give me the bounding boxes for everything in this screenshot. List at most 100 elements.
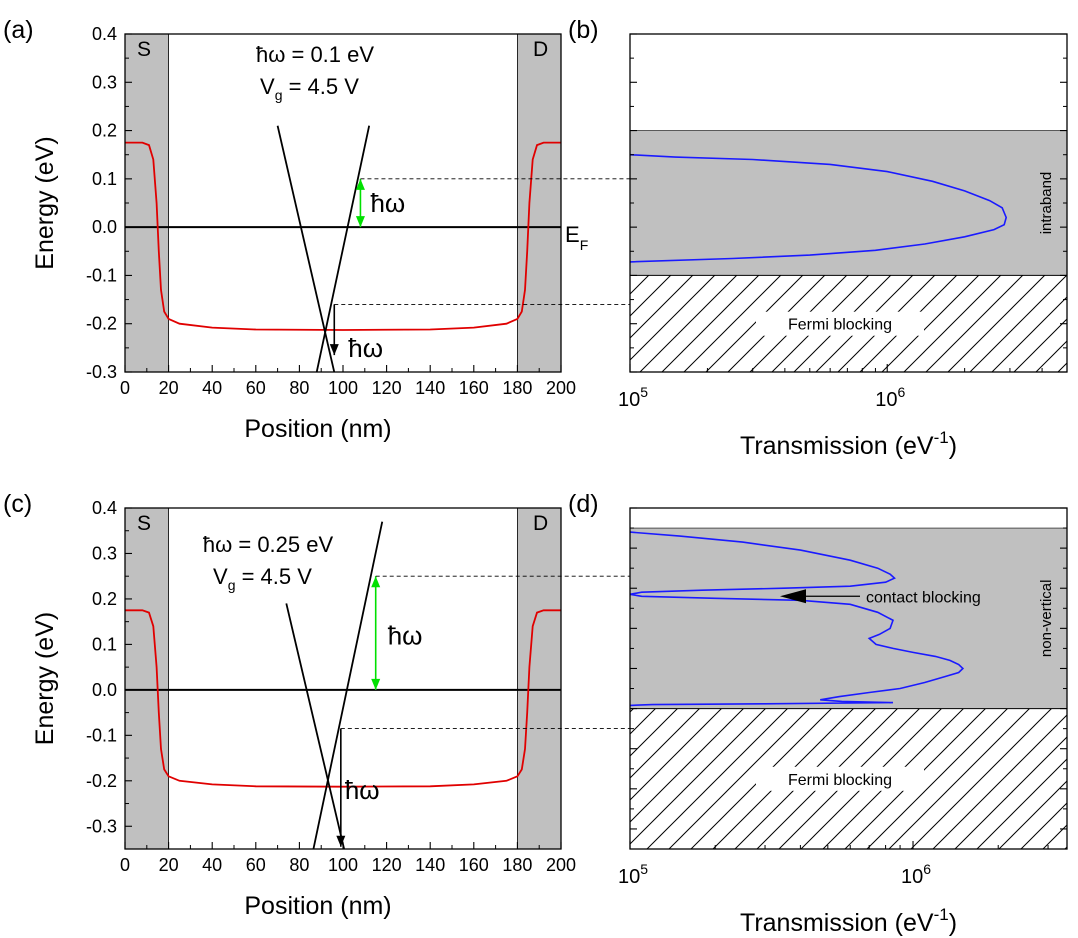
fermi-blocking-label: Fermi blocking <box>788 317 892 334</box>
x-tick-exponent: 6 <box>897 384 905 400</box>
y-tick-label: 0.2 <box>92 121 117 141</box>
gate-voltage-label: Vg = 4.5 V <box>213 564 312 593</box>
dirac-cone-line <box>312 521 384 849</box>
panel-label: (c) <box>3 490 32 518</box>
x-tick-exponent: 5 <box>640 384 648 400</box>
dirac-cone-line <box>315 125 371 372</box>
x-tick-base: 10 <box>618 389 640 411</box>
panel-label: (a) <box>3 16 34 44</box>
arrow-head-icon <box>371 576 381 588</box>
x-tick-label: 0 <box>120 378 130 398</box>
plot-frame <box>124 507 562 850</box>
transmission-line <box>629 153 1008 263</box>
x-axis-label: Transmission (eV-1) <box>740 428 957 460</box>
allowed-band-region <box>630 528 1067 709</box>
contact-drain-region <box>517 508 561 849</box>
x-tick-base: 10 <box>875 389 897 411</box>
drain-label: D <box>533 38 548 61</box>
x-tick-label: 140 <box>415 378 445 398</box>
y-tick-label: 0.4 <box>92 24 117 44</box>
gate-voltage-value: = 4.5 V <box>235 564 312 589</box>
x-axis-label-sup: -1 <box>934 428 949 447</box>
dirac-cone-line <box>276 125 336 372</box>
x-tick-label: 0 <box>120 855 130 875</box>
y-tick-label: 0.4 <box>92 498 117 518</box>
gate-voltage-label: Vg = 4.5 V <box>260 74 359 103</box>
x-tick-label: 60 <box>246 378 266 398</box>
hw-label: ħω <box>345 775 380 805</box>
arrow-head-icon <box>371 678 381 690</box>
panel-d: Fermi blocking non-vertical contact blocki… <box>568 490 1068 937</box>
dirac-cone-line <box>285 603 346 849</box>
x-tick-label: 105 <box>618 861 648 888</box>
y-tick-label: 0.1 <box>92 169 117 189</box>
y-tick-label: -0.1 <box>86 265 117 285</box>
contact-source-region <box>125 34 169 372</box>
x-tick-label: 180 <box>502 378 532 398</box>
hatch-label-bg <box>756 766 924 791</box>
photon-energy-label: ħω = 0.25 eV <box>203 532 334 557</box>
x-tick-label: 60 <box>246 855 266 875</box>
x-tick-label: 105 <box>618 384 648 411</box>
x-tick-base: 10 <box>901 866 923 888</box>
x-axis-label-main: Transmission (eV <box>740 909 934 937</box>
gate-voltage-subscript: g <box>228 577 236 593</box>
band-profile-line <box>125 609 561 788</box>
x-tick-label: 100 <box>328 378 358 398</box>
fermi-symbol: E <box>565 222 580 247</box>
y-tick-label: -0.3 <box>86 362 117 382</box>
hatch-label-bg <box>756 311 924 336</box>
transmission-line <box>629 531 965 707</box>
y-axis-label: Energy (eV) <box>31 136 59 269</box>
panel-a: S Dħω ħω ħω = 0.1 eV Vg = 4.5 V EF 0 20 40 60 80 10… <box>3 16 630 443</box>
y-tick-label: -0.2 <box>86 771 117 791</box>
x-tick-base: 10 <box>618 866 640 888</box>
y-tick-label: 0.1 <box>92 634 117 654</box>
x-tick-label: 200 <box>546 378 576 398</box>
y-tick-label: -0.3 <box>86 816 117 836</box>
panel-label: (d) <box>568 490 599 518</box>
arrow-head-icon <box>355 216 365 228</box>
drain-label: D <box>533 512 548 535</box>
y-axis-label: Energy (eV) <box>31 612 59 745</box>
x-tick-label: 100 <box>328 855 358 875</box>
gate-voltage-value: = 4.5 V <box>282 74 359 99</box>
x-tick-label: 180 <box>502 855 532 875</box>
arrow-head-icon <box>355 178 365 190</box>
band-label: non-vertical <box>1038 580 1055 658</box>
arrow-head-icon <box>336 835 346 847</box>
x-tick-label: 106 <box>875 384 905 411</box>
x-tick-label: 80 <box>289 855 309 875</box>
y-tick-label: 0.0 <box>92 217 117 237</box>
gate-voltage-subscript: g <box>275 87 283 103</box>
x-tick-label: 200 <box>546 855 576 875</box>
y-tick-label: -0.2 <box>86 314 117 334</box>
x-tick-exponent: 6 <box>923 861 931 877</box>
x-tick-label: 120 <box>372 378 402 398</box>
y-tick-label: 0.2 <box>92 589 117 609</box>
x-axis-label-main: Transmission (eV <box>740 432 934 460</box>
x-tick-label: 40 <box>202 378 222 398</box>
contact-blocking-label: contact blocking <box>866 589 981 606</box>
y-tick-label: 0.3 <box>92 543 117 563</box>
plot-frame <box>629 507 1068 850</box>
x-axis-label-sup: -1 <box>934 905 949 924</box>
x-tick-label: 120 <box>372 855 402 875</box>
band-label: intraband <box>1038 172 1055 235</box>
band-profile-line <box>125 141 561 331</box>
source-label: S <box>137 38 151 61</box>
gate-voltage-symbol: V <box>260 74 275 99</box>
x-tick-exponent: 5 <box>640 861 648 877</box>
panel-c: S Dħω ħω ħω = 0.25 eV Vg = 4.5 V 0 20 40 60 80 100… <box>3 490 630 920</box>
y-tick-label: 0.3 <box>92 72 117 92</box>
fermi-blocking-label: Fermi blocking <box>788 772 892 789</box>
arrow-head-icon <box>329 344 339 356</box>
hw-label: ħω <box>370 188 405 218</box>
y-tick-label: 0.0 <box>92 680 117 700</box>
x-axis-label-end: ) <box>949 432 957 460</box>
x-tick-label: 160 <box>459 378 489 398</box>
contact-drain-region <box>517 34 561 372</box>
source-label: S <box>137 512 151 535</box>
x-axis-label: Position (nm) <box>244 892 391 920</box>
